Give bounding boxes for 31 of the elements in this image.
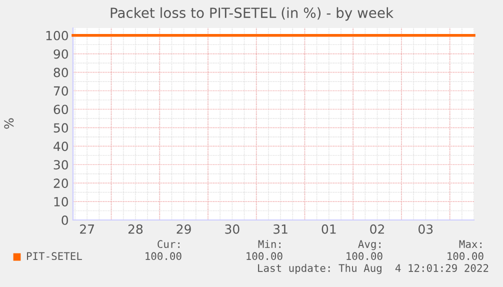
- y-tick-label: 30: [54, 160, 68, 170]
- legend-label: PIT-SETEL: [27, 252, 82, 260]
- x-tick-label: 29: [176, 224, 191, 234]
- text: 100.00: [448, 252, 484, 260]
- y-tick-label: 50: [54, 123, 68, 133]
- text: 100.00: [146, 252, 182, 260]
- x-tick-label: 01: [322, 224, 336, 234]
- text: Cur:: [158, 240, 180, 248]
- text: Max:: [459, 240, 482, 248]
- text: Avg:: [358, 240, 380, 250]
- y-tick-label: 20: [54, 178, 68, 188]
- y-tick-label: 90: [54, 49, 68, 59]
- text: 100.00: [246, 252, 282, 260]
- x-tick-label: 03: [418, 224, 433, 234]
- y-tick-label: 100: [46, 30, 68, 40]
- chart-title: Packet loss to PIT-SETEL (in %) - by week: [110, 7, 394, 21]
- y-tick-label: 70: [54, 86, 68, 96]
- x-tick-label: 27: [80, 224, 94, 234]
- y-tick-label: 10: [54, 197, 68, 206]
- text: 100.00: [346, 252, 382, 260]
- x-tick-label: 31: [274, 224, 288, 234]
- x-tick-label: 02: [370, 224, 384, 234]
- y-tick-label: 40: [54, 142, 68, 152]
- text: Last update: Thu Aug 4 12:01:29 2022: [258, 264, 488, 274]
- y-tick-label: 60: [54, 104, 68, 114]
- y-axis-title: %: [4, 118, 14, 129]
- y-tick-label: 80: [54, 68, 68, 78]
- x-tick-label: 30: [225, 224, 240, 234]
- x-tick-label: 28: [128, 224, 143, 234]
- text: Min:: [258, 240, 280, 248]
- y-tick-label: 0: [62, 215, 68, 225]
